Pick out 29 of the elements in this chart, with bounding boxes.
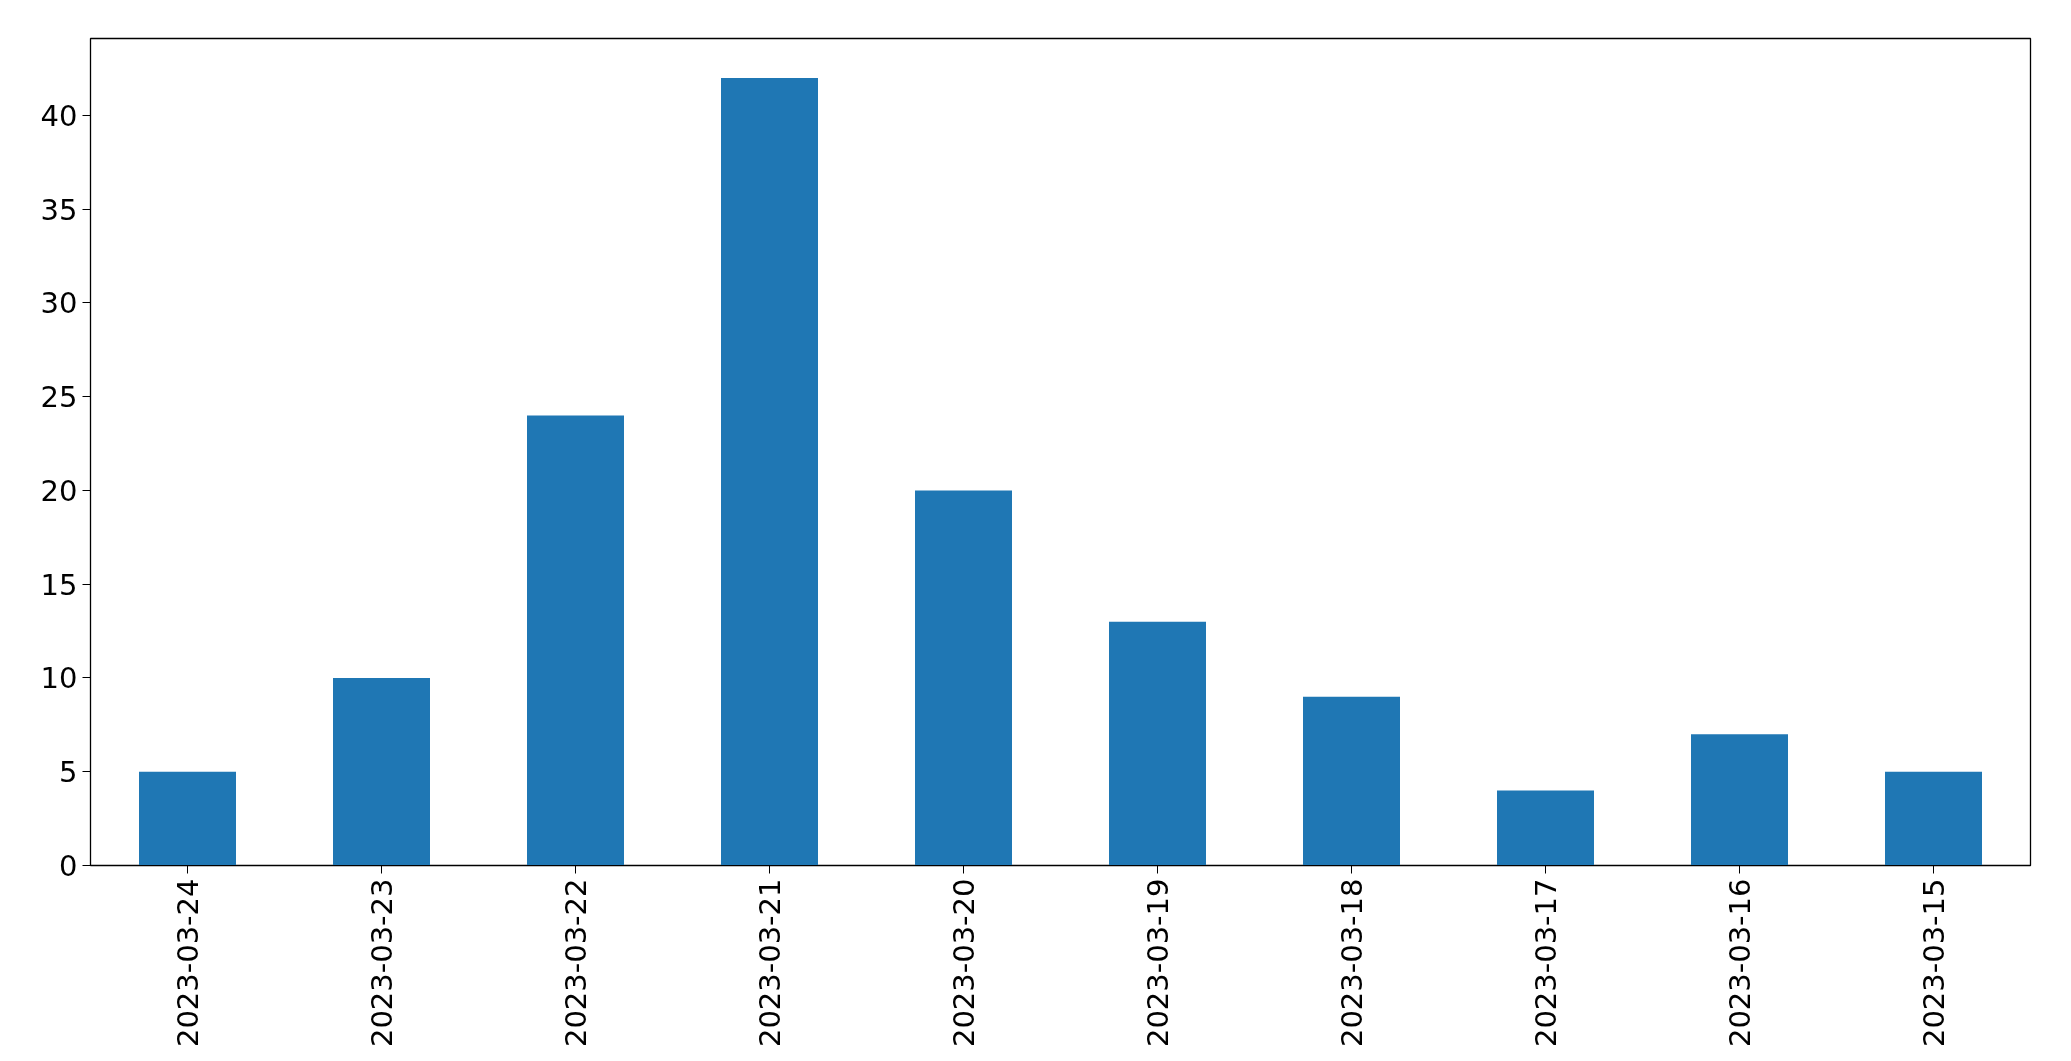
bar: [1497, 790, 1594, 866]
y-tick-label: 5: [59, 755, 78, 790]
x-tick-label: 2023-03-20: [947, 878, 981, 1048]
x-tick-label: 2023-03-17: [1529, 878, 1563, 1048]
bar: [721, 77, 818, 866]
x-tick-label: 2023-03-16: [1723, 878, 1757, 1048]
x-tick-label: 2023-03-21: [753, 878, 787, 1048]
bar: [527, 415, 624, 866]
y-tick-label: 35: [40, 192, 78, 227]
y-tick-label: 40: [40, 98, 78, 133]
bar: [915, 490, 1012, 866]
x-tick-label: 2023-03-24: [171, 878, 205, 1048]
bar: [139, 771, 236, 866]
x-tick-label: 2023-03-18: [1335, 878, 1369, 1048]
y-tick-label: 30: [40, 286, 78, 321]
bar: [1885, 771, 1982, 866]
bar: [1303, 696, 1400, 866]
x-tick-label: 2023-03-23: [365, 878, 399, 1048]
x-tick-label: 2023-03-19: [1141, 878, 1175, 1048]
bar: [1691, 734, 1788, 866]
y-tick-label: 0: [59, 849, 78, 883]
y-tick-label: 25: [40, 380, 78, 415]
x-tick-label: 2023-03-22: [559, 878, 593, 1048]
y-tick-label: 10: [40, 661, 78, 696]
bar: [333, 677, 430, 866]
y-tick-label: 15: [40, 567, 78, 602]
bar: [1109, 621, 1206, 866]
x-tick-label: 2023-03-15: [1917, 878, 1951, 1048]
y-tick-label: 20: [40, 473, 78, 508]
